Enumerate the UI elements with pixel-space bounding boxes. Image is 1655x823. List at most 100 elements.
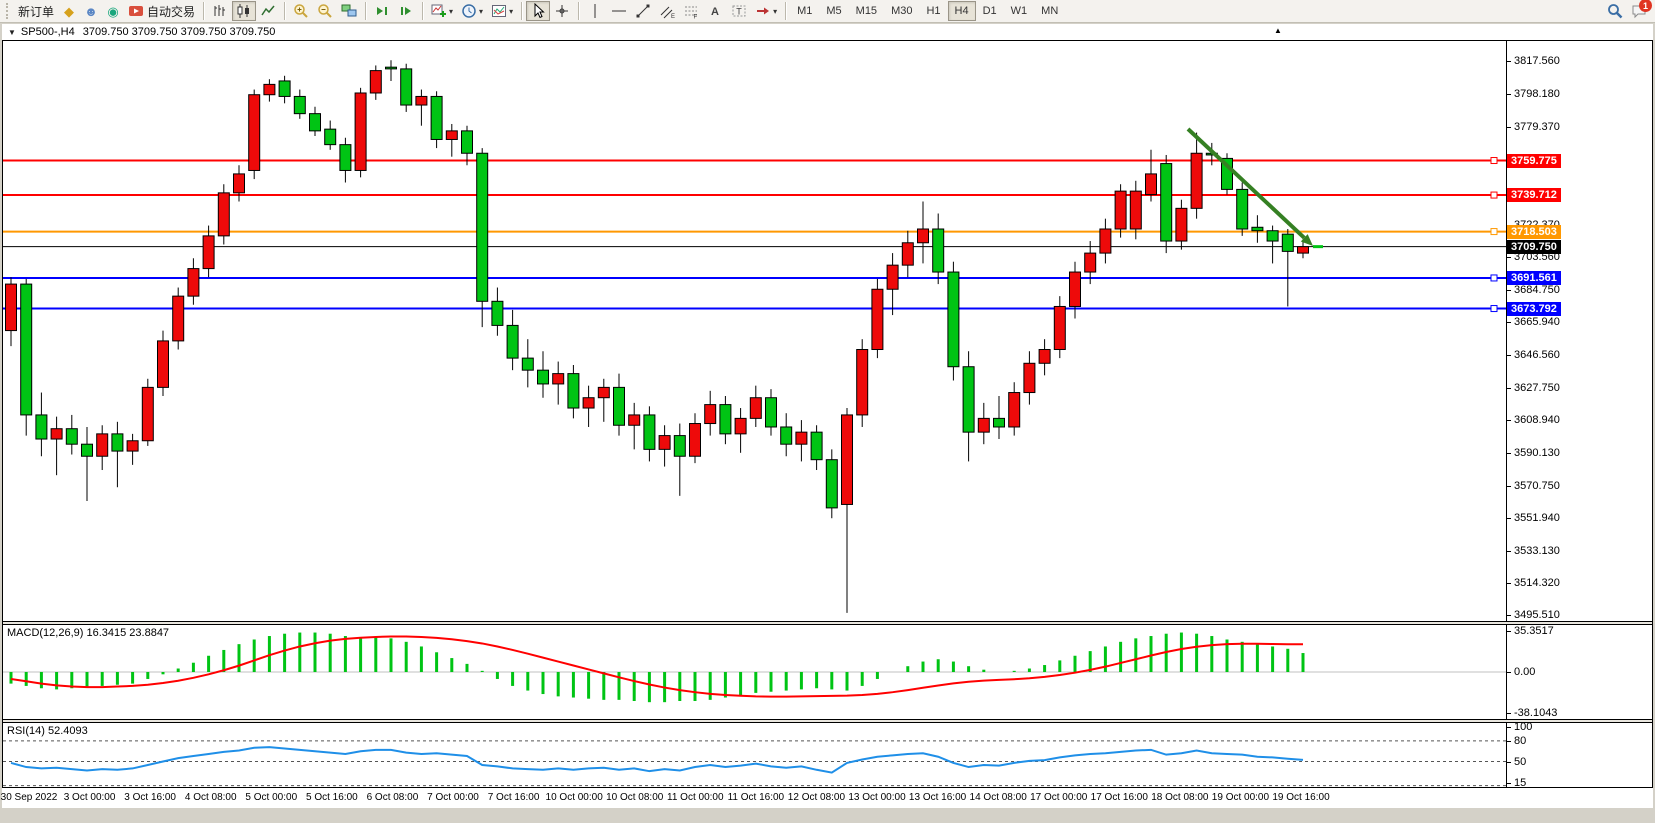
chat-button-icon: 1 (1631, 0, 1652, 19)
level-price-label: 3673.792 (1507, 301, 1561, 316)
vertical-line-tool-button[interactable] (583, 1, 607, 21)
dropdown-caret-icon[interactable]: ▾ (509, 6, 514, 16)
text-tool-button[interactable]: A (703, 1, 727, 21)
axis-tick (1507, 550, 1511, 552)
axis-tick-label: -38.1043 (1514, 707, 1558, 719)
rsi-panel[interactable]: RSI(14) 52.4093 (3, 723, 1506, 787)
candle-body (537, 369, 549, 385)
market-icon[interactable]: ◉ (102, 1, 124, 21)
time-axis-label: 6 Oct 08:00 (366, 792, 419, 803)
auto-scroll-button-icon (374, 3, 390, 19)
equidistant-channel-tool-button[interactable]: E (655, 1, 679, 21)
line-handle[interactable] (1490, 305, 1498, 313)
cursor-tool-button[interactable] (526, 1, 551, 21)
line-handle[interactable] (1490, 157, 1498, 165)
axis-tick (1507, 740, 1511, 742)
candle-body (263, 83, 276, 96)
candlestick-chart-button[interactable] (232, 1, 257, 21)
chat-button[interactable]: 1 (1627, 0, 1652, 21)
axis-tick-label: 3779.370 (1514, 120, 1560, 133)
axis-tick (1507, 631, 1511, 632)
new-order-button[interactable]: 新订单 (14, 1, 58, 21)
scroll-marker-icon: ▲ (1274, 26, 1282, 35)
fibonacci-tool-button[interactable]: F (679, 1, 703, 21)
level-price-label: 3739.712 (1507, 188, 1561, 203)
timeframe-button-h1[interactable]: H1 (926, 5, 941, 17)
toolbar-separator (365, 2, 367, 20)
axis-tick (1507, 452, 1511, 454)
autotrading-button[interactable]: 自动交易 (124, 1, 199, 21)
market-icon-icon: ◉ (107, 3, 119, 19)
periods-button[interactable]: ▾ (457, 1, 487, 21)
trendline-tool-button[interactable] (631, 1, 655, 21)
search-button[interactable] (1603, 1, 1627, 21)
candle-body (217, 192, 230, 237)
candle-body (141, 386, 154, 442)
time-axis-label: 13 Oct 16:00 (908, 792, 967, 803)
line-handle[interactable] (1490, 191, 1498, 199)
time-axis-label: 3 Oct 00:00 (63, 792, 116, 803)
candle-body (1084, 252, 1097, 273)
timeframe-button-w1[interactable]: W1 (1010, 5, 1028, 17)
panel-splitter[interactable] (3, 719, 1652, 723)
new-chart-button-icon (431, 3, 447, 19)
dropdown-caret-icon[interactable]: ▾ (449, 6, 454, 16)
dropdown-caret-icon[interactable]: ▾ (773, 6, 778, 16)
zoom-in-button[interactable] (289, 1, 313, 21)
timeframe-button-m15[interactable]: M15 (855, 5, 878, 17)
candle-body (1023, 362, 1036, 394)
chart-collapse-icon[interactable]: ▼ (8, 27, 16, 37)
time-axis: 30 Sep 2022 3 Oct 00:00 3 Oct 16:00 4 Oct 0… (1, 788, 1653, 808)
gold-seal-icon[interactable]: ◆ (58, 1, 80, 21)
timeframe-button-m1[interactable]: M1 (797, 5, 813, 17)
timeframe-button-m30[interactable]: M30 (891, 5, 913, 17)
axis-tick (1507, 672, 1511, 673)
axis-tick-label: 3514.320 (1514, 577, 1560, 590)
tile-windows-button[interactable] (337, 1, 361, 21)
main-chart-plot[interactable] (3, 41, 1506, 621)
toolbar-separator (203, 2, 205, 20)
candle-body (1266, 230, 1279, 242)
candle-body (1114, 190, 1127, 230)
trend-arrow[interactable] (1186, 127, 1306, 240)
crosshair-tool-button[interactable] (550, 1, 574, 21)
templates-button[interactable]: ▾ (487, 1, 517, 21)
line-handle[interactable] (1490, 274, 1498, 282)
dropdown-caret-icon[interactable]: ▾ (479, 6, 484, 16)
label-tool-button[interactable]: T (727, 1, 751, 21)
axis-tick (1507, 518, 1511, 520)
axis-tick (1507, 289, 1511, 291)
community-icon[interactable]: ☻ (80, 1, 102, 21)
macd-panel[interactable]: MACD(12,26,9) 16.3415 23.8847 (3, 625, 1506, 719)
toolbar-grip[interactable] (6, 3, 11, 19)
timeframe-button-h4[interactable]: H4 (947, 1, 976, 21)
candle-body (1221, 157, 1233, 190)
timeframe-button-m5[interactable]: M5 (826, 5, 842, 17)
axis-tick (1507, 783, 1511, 784)
line-handle[interactable] (1490, 228, 1498, 236)
timeframe-button-mn[interactable]: MN (1041, 5, 1059, 17)
candle-body (673, 435, 686, 457)
horizontal-line-tool-button[interactable] (607, 1, 631, 21)
auto-scroll-button[interactable] (370, 1, 394, 21)
zoom-out-button[interactable] (313, 1, 337, 21)
candle-body (719, 404, 732, 435)
panel-splitter[interactable] (3, 621, 1652, 625)
candle-body (628, 414, 641, 426)
timeframe-button-d1[interactable]: D1 (982, 5, 997, 17)
chart-shift-button[interactable] (394, 1, 418, 21)
current-price-label: 3709.750 (1507, 239, 1561, 254)
axis-tick (1507, 61, 1511, 63)
candle-body (354, 92, 367, 171)
axis-tick-label: 3627.750 (1514, 381, 1560, 394)
toolbar-separator (578, 2, 580, 20)
new-chart-button[interactable]: ▾ (427, 1, 457, 21)
axis-tick (1507, 322, 1511, 324)
line-chart-button[interactable] (256, 1, 280, 21)
candle-body (187, 268, 200, 297)
candle-body (461, 130, 473, 154)
candlestick-chart-button-icon (236, 3, 252, 19)
candle-body (689, 423, 701, 457)
bar-chart-button[interactable] (208, 1, 232, 21)
arrows-tool-button[interactable]: ▾ (751, 1, 781, 21)
